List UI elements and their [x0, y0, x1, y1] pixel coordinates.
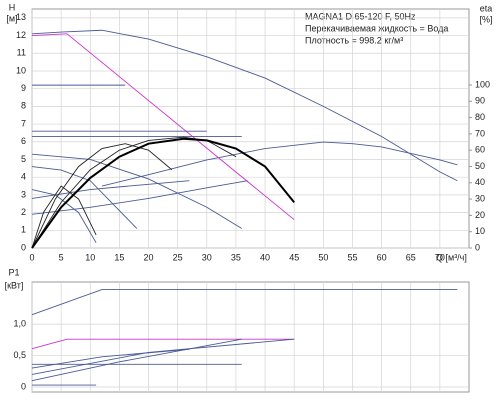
curve [31, 166, 138, 229]
x-tick-label: 65 [406, 252, 416, 262]
curve [31, 29, 458, 182]
curve [31, 348, 190, 369]
x-axis-label: Q [м³/ч] [436, 252, 467, 262]
y-axis-unit: [м] [6, 13, 17, 23]
x-tick-label: 40 [260, 252, 270, 262]
x-tick-label: 25 [173, 252, 183, 262]
curve [31, 289, 458, 316]
y2-tick-label: 50 [475, 161, 485, 171]
curve [31, 33, 295, 221]
x-tick-label: 5 [59, 252, 64, 262]
curve [31, 153, 242, 229]
y-tick-label: 3 [21, 189, 26, 199]
x-tick-label: 60 [377, 252, 387, 262]
y-axis-unit: [кВт] [5, 280, 24, 290]
y-tick-label: 6 [21, 136, 26, 146]
curve [31, 143, 173, 249]
curve [31, 338, 295, 375]
curve [31, 180, 190, 199]
curve [31, 136, 237, 249]
curve [31, 189, 97, 243]
y2-tick-label: 60 [475, 145, 485, 155]
y2-axis-label: eta [480, 3, 493, 13]
y-tick-label: 1,0 [13, 318, 26, 328]
x-tick-label: 45 [289, 252, 299, 262]
y2-tick-label: 20 [475, 210, 485, 220]
chart-title: MAGNA1 D 65-120 F, 50Hz [305, 11, 416, 21]
y2-tick-label: 100 [475, 79, 490, 89]
y-tick-label: 2 [21, 207, 26, 217]
x-tick-label: 15 [114, 252, 124, 262]
y2-tick-label: 30 [475, 193, 485, 203]
y-tick-label: 13 [16, 12, 26, 22]
plot-frame [31, 281, 470, 393]
y2-axis-unit: [%] [479, 14, 492, 24]
y-tick-label: 0 [21, 242, 26, 252]
curve [31, 338, 242, 382]
y2-tick-label: 90 [475, 96, 485, 106]
y-axis-label: H [9, 2, 16, 12]
curve [31, 180, 248, 215]
curve [31, 185, 97, 249]
x-tick-label: 55 [347, 252, 357, 262]
y-tick-label: 1 [21, 225, 26, 235]
y-tick-label: 0 [21, 381, 26, 391]
y-tick-label: 4 [21, 172, 26, 182]
x-tick-label: 35 [231, 252, 241, 262]
x-tick-label: 10 [85, 252, 95, 262]
plot-frame [31, 8, 470, 249]
annotation: Плотность = 998.2 кг/м³ [305, 35, 403, 45]
y2-tick-label: 70 [475, 128, 485, 138]
x-tick-label: 20 [144, 252, 154, 262]
y2-tick-label: 10 [475, 226, 485, 236]
curve [101, 141, 458, 187]
x-tick-label: 30 [202, 252, 212, 262]
x-tick-label: 0 [29, 252, 34, 262]
curve [31, 137, 295, 249]
y-tick-label: 8 [21, 101, 26, 111]
x-tick-label: 70 [435, 252, 445, 262]
y2-tick-label: 0 [475, 242, 480, 252]
curve [31, 338, 295, 350]
y-tick-label: 0,5 [13, 350, 26, 360]
y-tick-label: 9 [21, 83, 26, 93]
x-tick-label: 50 [318, 252, 328, 262]
y2-tick-label: 40 [475, 177, 485, 187]
y-tick-label: 7 [21, 118, 26, 128]
y-tick-label: 10 [16, 65, 26, 75]
y-tick-label: 11 [17, 48, 26, 58]
y2-tick-label: 80 [475, 112, 485, 122]
y-axis-label: P1 [8, 267, 19, 277]
y-tick-label: 12 [16, 30, 26, 40]
y-tick-label: 5 [21, 154, 26, 164]
annotation: Перекачиваемая жидкость = Вода [305, 23, 448, 33]
